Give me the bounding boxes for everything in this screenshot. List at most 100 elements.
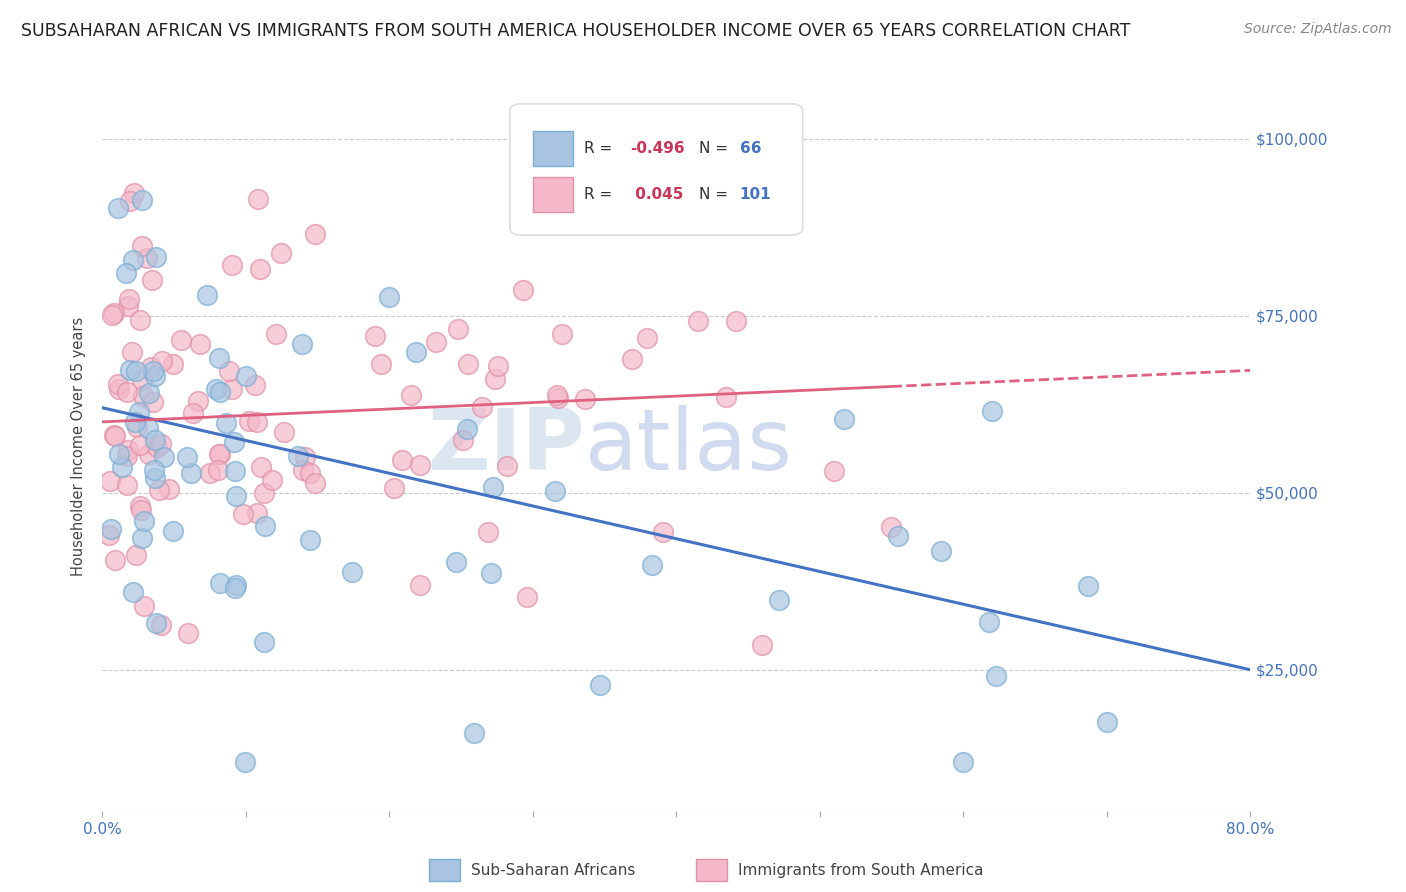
Point (98, 527, 121, 541)
Point (176, 450, 198, 464)
Point (457, 357, 479, 371)
FancyBboxPatch shape (533, 177, 574, 211)
Point (162, 357, 184, 371)
Point (131, 532, 153, 546)
Point (636, 331, 658, 345)
Point (132, 599, 155, 613)
Point (103, 306, 125, 320)
Point (104, 553, 127, 567)
Point (291, 337, 314, 351)
Point (177, 626, 200, 640)
Text: 0.045: 0.045 (630, 186, 683, 202)
Point (222, 434, 245, 449)
Point (232, 507, 254, 521)
Point (1077, 579, 1099, 593)
Point (253, 486, 276, 500)
Point (150, 353, 173, 368)
Point (128, 313, 150, 327)
Text: ZIP: ZIP (427, 405, 585, 488)
Point (294, 450, 316, 464)
Point (444, 555, 467, 569)
Point (249, 261, 271, 276)
Point (121, 345, 143, 359)
Point (651, 524, 673, 539)
Point (246, 192, 269, 206)
Point (262, 473, 284, 487)
Point (108, 382, 131, 396)
Point (145, 616, 167, 631)
Point (180, 466, 202, 480)
Point (131, 389, 153, 403)
Point (686, 314, 709, 328)
Point (378, 290, 401, 304)
Point (207, 463, 229, 477)
Point (495, 459, 517, 474)
Point (621, 352, 644, 367)
Point (298, 466, 321, 480)
Point (125, 364, 148, 378)
Point (929, 544, 952, 558)
Point (111, 460, 134, 475)
Point (122, 584, 145, 599)
Point (370, 357, 392, 371)
Point (117, 443, 139, 458)
Point (291, 463, 314, 477)
Point (1095, 715, 1118, 730)
Text: atlas: atlas (585, 405, 793, 488)
Point (225, 578, 247, 592)
Point (447, 322, 470, 336)
Point (143, 369, 166, 384)
Text: 101: 101 (740, 186, 770, 202)
Text: SUBSAHARAN AFRICAN VS IMMIGRANTS FROM SOUTH AMERICA HOUSEHOLDER INCOME OVER 65 Y: SUBSAHARAN AFRICAN VS IMMIGRANTS FROM SO… (21, 22, 1130, 40)
Point (886, 529, 908, 543)
Point (129, 499, 152, 513)
Text: R =: R = (585, 186, 617, 202)
Point (153, 450, 176, 464)
Point (136, 421, 159, 435)
Point (108, 447, 131, 461)
Point (114, 266, 136, 280)
Point (170, 333, 193, 347)
Point (456, 422, 478, 436)
Point (136, 252, 159, 266)
Point (304, 476, 326, 491)
Point (382, 482, 405, 496)
Point (264, 326, 287, 341)
Point (118, 194, 141, 209)
Point (253, 518, 276, 533)
Point (122, 186, 145, 200)
Point (145, 433, 167, 447)
Point (224, 464, 246, 478)
Point (249, 460, 271, 475)
Point (146, 440, 169, 454)
FancyBboxPatch shape (533, 131, 574, 166)
Point (129, 503, 152, 517)
Point (209, 385, 232, 400)
Point (142, 463, 165, 477)
Text: Source: ZipAtlas.com: Source: ZipAtlas.com (1244, 22, 1392, 37)
Point (195, 288, 218, 302)
Point (589, 678, 612, 692)
Point (823, 464, 845, 478)
Point (118, 292, 141, 306)
Point (405, 345, 427, 359)
Point (477, 524, 499, 539)
Point (145, 251, 167, 265)
Point (984, 669, 1007, 683)
Text: Sub-Saharan Africans: Sub-Saharan Africans (471, 863, 636, 878)
Point (238, 414, 260, 428)
Point (304, 227, 326, 241)
Point (224, 581, 246, 595)
Point (363, 328, 385, 343)
Point (233, 755, 256, 769)
Point (425, 335, 447, 350)
Point (198, 466, 221, 480)
Point (463, 725, 485, 739)
Point (131, 193, 153, 207)
Point (221, 382, 243, 396)
Point (235, 369, 257, 384)
Point (270, 246, 292, 260)
Point (486, 359, 509, 374)
Point (409, 577, 432, 591)
Point (104, 429, 127, 443)
